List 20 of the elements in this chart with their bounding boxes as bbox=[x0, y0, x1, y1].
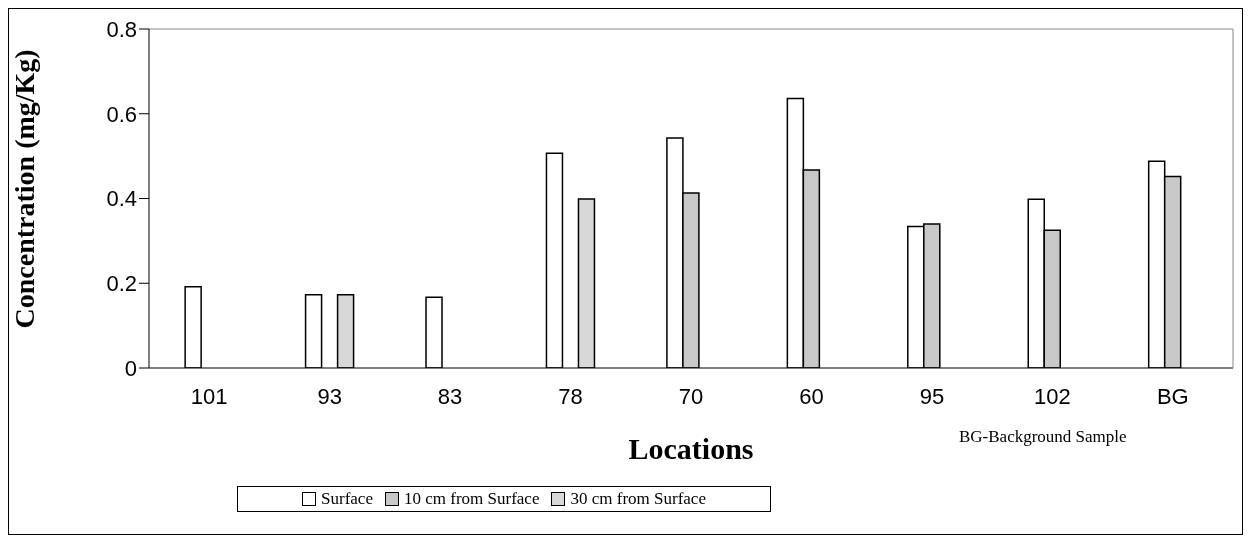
legend-label: 10 cm from Surface bbox=[403, 489, 540, 509]
x-tick-label: 95 bbox=[919, 383, 945, 409]
x-tick-label: 70 bbox=[678, 383, 704, 409]
text: BG-Background Sample bbox=[959, 427, 1127, 447]
x-tick-label: 78 bbox=[558, 383, 583, 409]
legend-label: 30 cm from Surface bbox=[570, 489, 706, 509]
y-tick-label: 0.6 bbox=[106, 101, 137, 127]
x-tick-label: BG bbox=[1156, 383, 1189, 409]
x-tick-label: 83 bbox=[437, 383, 463, 409]
y-tick-label: 0 bbox=[124, 355, 137, 381]
x-tick-label: 102 bbox=[1033, 383, 1071, 409]
y-axis-title: Concentration (mg/Kg) bbox=[8, 49, 40, 329]
x-tick-label: 101 bbox=[190, 383, 228, 409]
y-tick-label: 0.4 bbox=[106, 186, 137, 212]
x-tick-label: 60 bbox=[799, 383, 824, 409]
legend-label: Surface bbox=[321, 489, 373, 509]
y-tick-label: 0.8 bbox=[106, 16, 137, 42]
x-tick-label: 93 bbox=[317, 383, 342, 409]
y-tick-label: 0.2 bbox=[106, 271, 137, 297]
x-axis-title: Locations bbox=[628, 432, 754, 466]
